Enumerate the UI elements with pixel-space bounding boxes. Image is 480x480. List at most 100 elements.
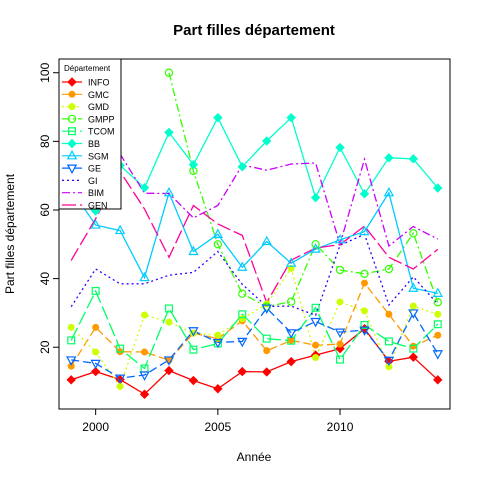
point-gmpp-2011 [360,269,369,279]
point-tcom-1999 [67,336,76,345]
legend-label-gen: GEN [88,201,108,211]
point-gmd-2006 [238,315,246,323]
legend-marker-tcom [67,127,76,136]
legend-label-tcom: TCOM [88,127,115,137]
series-line-gi [70,233,439,317]
point-sgm-2007 [261,235,272,246]
y-axis: 20 40 60 80 100 [38,62,59,354]
point-ge-2008 [285,329,297,339]
point-sgm-2004 [188,245,199,256]
point-bb-2011 [359,189,370,199]
point-gmd-2008 [287,264,295,272]
point-bb-2014 [433,183,443,193]
legend-label-ge: GE [88,164,101,174]
legend-label-sgm: SGM [88,151,109,161]
x-tick-label: 2005 [204,420,231,434]
legend-marker-sgm [66,149,78,160]
point-ge-2012 [383,356,395,367]
point-info-2014 [433,375,443,385]
point-gmpp-2008 [286,297,296,306]
point-ge-2013 [408,309,419,319]
point-ge-2010 [334,328,346,338]
x-tick-label: 2010 [327,420,354,434]
point-info-2000 [90,366,101,377]
y-tick-label: 40 [38,272,52,286]
y-tick-label: 100 [38,62,52,82]
point-gmc-1999 [67,362,75,370]
point-gmd-2002 [141,311,149,319]
point-sgm-2014 [432,287,443,297]
point-gmpp-2010 [335,265,345,275]
point-gmc-2007 [263,347,271,355]
point-gmc-2000 [92,323,100,331]
point-tcom-2009 [311,303,320,312]
point-tcom-2013 [409,344,418,353]
series-line-gmc [70,281,439,367]
point-tcom-2006 [238,310,247,319]
point-bb-2003 [164,127,174,138]
point-tcom-2014 [433,320,442,329]
y-tick-label: 60 [38,203,52,217]
point-gmc-2011 [360,279,368,287]
series-markers [66,68,443,399]
point-gmpp-2013 [409,229,418,238]
point-bb-2006 [237,162,247,172]
legend-marker-bb [67,138,77,149]
point-ge-2007 [261,304,272,314]
legend-label-gmpp: GMPP [88,114,115,124]
legend-marker-gmd [68,103,76,111]
legend-marker-info [67,77,77,87]
point-info-2008 [286,356,296,367]
series-line-gmpp [168,72,439,308]
point-ge-2005 [212,338,224,349]
legend-label-gmd: GMD [88,102,109,112]
series-line-gen [70,170,439,305]
point-sgm-2002 [139,271,150,282]
point-gmd-2013 [409,302,417,310]
series-lines [70,72,439,396]
series-line-info [70,327,439,396]
point-sgm-2009 [310,243,321,253]
legend-label-bb: BB [88,139,100,149]
point-ge-2002 [139,371,150,381]
point-bb-2009 [310,192,321,203]
legend-marker-ge [66,164,78,174]
point-gmd-2011 [360,307,368,315]
x-axis: 2000 2005 2010 [82,409,354,434]
point-tcom-2007 [262,334,271,343]
point-info-1999 [66,375,76,385]
series-line-tcom [70,289,439,370]
point-ge-1999 [66,356,77,366]
point-info-2005 [213,384,223,394]
point-gmd-2001 [116,382,124,390]
point-ge-2000 [90,359,101,370]
point-ge-2009 [310,317,321,328]
legend-label-bim: BIM [88,188,104,198]
point-gmc-2014 [434,331,442,339]
legend-label-gi: GI [88,176,98,186]
point-gmpp-2006 [238,289,247,298]
point-gmd-2010 [336,298,344,306]
point-sgm-2011 [359,225,370,236]
y-tick-label: 80 [38,134,52,148]
point-info-2006 [237,366,247,377]
point-gmpp-2014 [433,298,442,307]
point-gmpp-2003 [164,68,174,77]
legend-label-gmc: GMC [88,90,109,100]
series-line-sgm [70,189,438,295]
x-axis-label: Année [237,450,272,464]
point-sgm-2000 [90,219,101,229]
point-gmd-2003 [165,318,173,326]
point-bb-2012 [384,153,394,163]
point-info-2002 [139,389,150,399]
point-sgm-2003 [163,186,175,197]
legend: Département INFO GMC GMD GMPP TCOM BB SGM GE GI B… [58,58,122,211]
point-tcom-2011 [360,320,369,329]
series-line-bb [70,116,439,212]
x-tick-label: 2000 [82,420,109,434]
series-line-gmd [70,266,439,388]
point-ge-2014 [432,350,443,360]
legend-marker-gmc [68,90,76,98]
series-line-bim [119,153,439,248]
